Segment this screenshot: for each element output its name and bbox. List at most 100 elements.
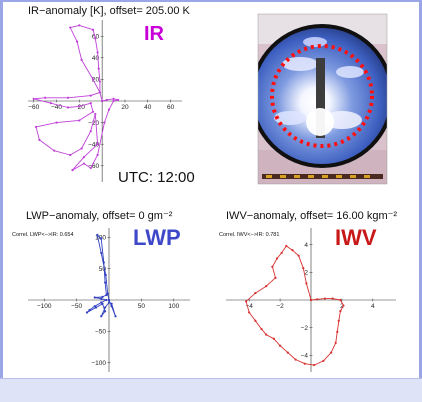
ir-data-point <box>53 149 56 152</box>
ir-data-point <box>89 166 92 170</box>
iwv-data-point <box>265 333 268 336</box>
ir-data-point <box>55 121 58 124</box>
lwp-data-point <box>93 296 96 299</box>
ir-data-point <box>71 169 74 172</box>
lwp-anomaly-chart: LWP−anomaly, offset= 0 gm⁻² Correl. LWP<… <box>12 210 190 372</box>
iwv-data-point <box>248 311 251 314</box>
lwp-data-point <box>104 281 107 284</box>
ir-data-point <box>49 102 52 105</box>
iwv-data-point <box>336 330 339 333</box>
lwp-data-point <box>105 298 108 302</box>
iwv-data-point <box>331 297 334 300</box>
iwv-big-label: IWV <box>335 225 377 250</box>
ir-data-point <box>78 119 81 122</box>
lwp-y-tick-label: −50 <box>95 329 106 336</box>
ir-data-point <box>107 108 111 111</box>
lwp-data-point <box>94 306 98 309</box>
ir-y-tick-label: −60 <box>88 163 99 170</box>
iwv-data-point <box>337 319 340 322</box>
iwv-x-tick-label: 2 <box>340 303 344 310</box>
lwp-data-point <box>100 251 103 255</box>
ir-y-tick-label: −20 <box>88 120 99 127</box>
iwv-data-point <box>303 362 306 365</box>
iwv-data-point <box>316 298 319 301</box>
iwv-data-point <box>254 319 257 322</box>
ir-anomaly-chart: IR−anomaly [K], offset= 205.00 K IR −60 −… <box>28 5 191 182</box>
lwp-data-point <box>102 261 105 264</box>
iwv-data-point <box>322 359 325 363</box>
ir-y-tick-label: 40 <box>92 55 100 62</box>
ir-data-point <box>91 78 95 81</box>
ir-header: IR−anomaly [K], offset= 205.00 K <box>28 5 191 17</box>
iwv-y-tick-label: 4 <box>304 242 308 249</box>
ir-data-point <box>91 28 95 31</box>
iwv-series <box>244 244 345 367</box>
lwp-data-point <box>101 295 104 298</box>
ir-x-tick-label: 60 <box>167 104 175 111</box>
iwv-data-point <box>312 363 316 367</box>
lwp-y-tick-label: 50 <box>99 266 107 273</box>
iwv-data-point <box>339 298 342 302</box>
ir-data-point <box>78 105 81 108</box>
lwp-data-point <box>110 302 113 305</box>
ir-data-point <box>91 110 95 113</box>
iwv-y-tick-label: 2 <box>304 270 308 277</box>
lwp-correlation-text: Correl. LWP<−>IR: 0.654 <box>12 232 74 238</box>
ir-big-label: IR <box>144 23 165 45</box>
iwv-header: IWV−anomaly, offset= 16.00 kgm⁻² <box>226 210 397 222</box>
ir-data-point <box>103 121 106 124</box>
lwp-data-point <box>104 310 107 313</box>
ir-data-point <box>66 96 70 99</box>
iwv-y-tick-label: −4 <box>301 353 309 360</box>
lwp-data-point <box>105 293 108 297</box>
lwp-data-point <box>107 298 111 302</box>
ir-data-point <box>32 97 35 100</box>
lwp-data-point <box>107 301 111 304</box>
sky-camera-photo <box>257 13 388 185</box>
iwv-data-point <box>329 351 333 354</box>
iwv-data-point <box>285 244 288 248</box>
iwv-data-point <box>297 254 300 257</box>
ir-x-tick-label: −60 <box>28 104 39 111</box>
ir-data-point <box>96 51 99 54</box>
iwv-data-point <box>275 257 279 260</box>
ir-data-point <box>96 153 99 157</box>
iwv-anomaly-chart: IWV−anomaly, offset= 16.00 kgm⁻² Correl.… <box>219 210 397 372</box>
iwv-correlation-text: Correl. IWV<−>IR: 0.781 <box>219 232 279 238</box>
ir-data-point <box>82 162 85 165</box>
iwv-data-point <box>342 304 345 307</box>
ir-data-point <box>105 98 108 102</box>
iwv-data-point <box>244 300 248 303</box>
ir-data-point <box>98 80 101 83</box>
ir-series <box>32 24 120 172</box>
iwv-data-point <box>272 337 276 340</box>
lwp-data-point <box>114 315 117 318</box>
ir-data-point <box>44 96 47 99</box>
ir-data-point <box>89 102 92 105</box>
ir-data-point <box>94 37 97 40</box>
ir-data-point <box>98 91 101 94</box>
lwp-data-point <box>88 308 91 312</box>
lwp-data-point <box>101 302 104 305</box>
lwp-y-tick-label: −100 <box>91 360 106 367</box>
ir-data-point <box>96 143 99 146</box>
lwp-data-point <box>96 233 99 236</box>
iwv-data-point <box>254 291 257 295</box>
lwp-data-point <box>85 311 89 314</box>
ir-data-point <box>117 98 120 102</box>
iwv-data-point <box>274 276 277 279</box>
lwp-data-point <box>100 297 103 300</box>
iwv-x-tick-label: −4 <box>245 303 253 310</box>
iwv-data-point <box>278 344 282 347</box>
lwp-data-point <box>110 305 113 308</box>
ir-y-tick-label: −40 <box>88 141 99 148</box>
lwp-series <box>85 233 117 318</box>
iwv-y-tick-label: −2 <box>301 325 309 332</box>
ir-data-point <box>112 97 115 100</box>
iwv-data-point <box>291 249 294 252</box>
iwv-data-point <box>305 282 308 285</box>
lwp-data-point <box>100 237 103 240</box>
ir-data-point <box>82 156 85 159</box>
ir-y-tick-label: 60 <box>92 33 100 40</box>
